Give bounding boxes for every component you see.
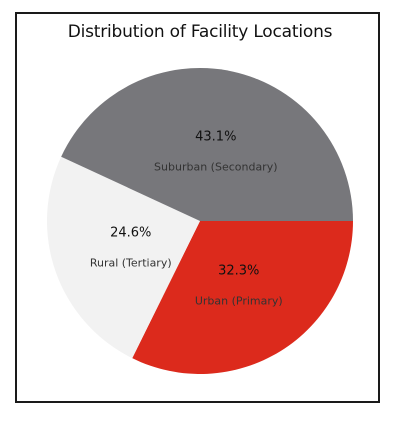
- slice-category-label: Suburban (Secondary): [154, 160, 277, 173]
- slice-percent-label: 32.3%: [218, 263, 259, 278]
- pie-slices: [46, 68, 354, 374]
- slice-percent-label: 43.1%: [195, 129, 236, 144]
- pie-slice-rural-tertiary: [46, 156, 201, 359]
- chart-title: Distribution of Facility Locations: [67, 22, 333, 42]
- slice-category-label: Urban (Primary): [195, 294, 283, 307]
- pie-labels: 32.3% Urban (Primary) 24.6% Rural (Tertiary…: [90, 129, 283, 307]
- pie-slice-suburban-secondary: [61, 68, 354, 221]
- slice-percent-label: 24.6%: [110, 225, 151, 240]
- slice-category-label: Rural (Tertiary): [90, 256, 172, 269]
- pie-slice-urban-primary: [132, 221, 353, 374]
